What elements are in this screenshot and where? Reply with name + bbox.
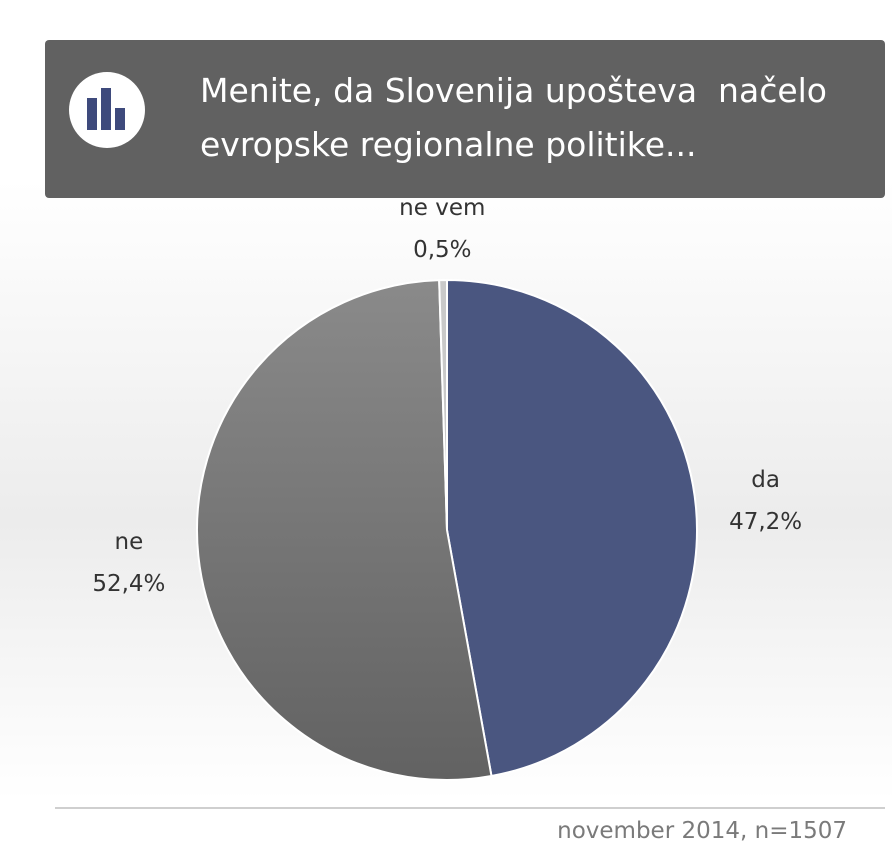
pie-chart: da 47,2% ne 52,4% ne vem 0,5% (92, 195, 802, 781)
chart-title: Menite, da Slovenija upošteva načelo evr… (200, 71, 838, 164)
slice-category-label: ne vem (399, 195, 485, 221)
header: Menite, da Slovenija upošteva načelo evr… (45, 40, 885, 198)
note: november 2014, n=1507 (557, 818, 847, 844)
slice-value-label: 52,4% (92, 571, 165, 597)
separator (55, 807, 885, 809)
slice-category-label: ne (115, 529, 144, 555)
slice-category-label: da (751, 467, 780, 493)
pie-slice (438, 278, 448, 531)
slice-value-label: 0,5% (413, 237, 471, 263)
pie-slice (196, 279, 493, 781)
chart-icon (69, 72, 145, 148)
slice-value-label: 47,2% (729, 509, 802, 535)
pie-slice (446, 278, 698, 778)
